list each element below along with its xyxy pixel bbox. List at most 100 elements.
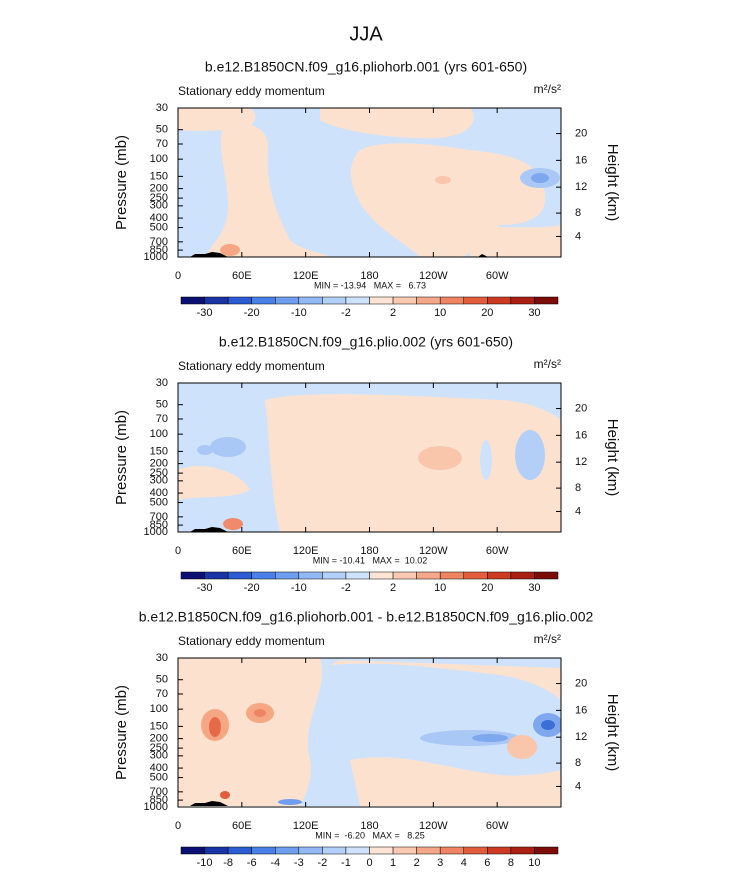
min-max: MIN = -6.20 MAX = 8.25	[315, 830, 425, 840]
y-tick-label: 100	[150, 153, 168, 165]
y-tick-label: 200	[150, 458, 168, 470]
x-tick-label: 60W	[486, 820, 509, 832]
colorbar-box	[369, 846, 394, 855]
y-tick-label: 400	[150, 762, 168, 774]
y-tick-label: 400	[150, 487, 168, 499]
colorbar-box	[180, 571, 205, 580]
y2-tick-label: 8	[575, 207, 581, 219]
colorbar-box	[251, 846, 276, 855]
colorbar-label: 20	[481, 582, 493, 594]
y-tick-label: 200	[150, 733, 168, 745]
y-tick-label: 1000	[144, 526, 168, 538]
x-tick-label: 120W	[419, 820, 448, 832]
y-tick-label: 500	[150, 771, 168, 783]
colorbar-box	[439, 846, 464, 855]
colorbar-box	[534, 571, 559, 580]
colorbar-label: -2	[317, 857, 327, 869]
x-tick-label: 120E	[293, 545, 319, 557]
colorbar-box	[204, 296, 229, 305]
x-tick-label: 60W	[486, 270, 509, 282]
colorbar-label: 4	[461, 857, 467, 869]
y2-tick-label: 4	[575, 230, 581, 242]
colorbar-label: -30	[197, 582, 213, 594]
colorbar-label: -3	[294, 857, 304, 869]
colorbar-box	[227, 296, 252, 305]
y2-tick-label: 4	[575, 780, 581, 792]
colorbar-label: 30	[528, 582, 540, 594]
colorbar-label: -8	[223, 857, 233, 869]
y-tick-label: 500	[150, 496, 168, 508]
colorbar-box	[298, 571, 323, 580]
colorbar-box	[369, 571, 394, 580]
panel-title: b.e12.B1850CN.f09_g16.plio.002 (yrs 601-…	[219, 334, 513, 350]
panel-title: b.e12.B1850CN.f09_g16.pliohorb.001 - b.e…	[139, 609, 594, 625]
y-tick-label: 700	[150, 236, 168, 248]
y2-tick-label: 4	[575, 505, 581, 517]
colorbar-box	[322, 571, 347, 580]
y-tick-label: 400	[150, 212, 168, 224]
y-tick-label: 850	[150, 794, 168, 806]
colorbar-box	[510, 846, 535, 855]
x-tick-label: 60E	[232, 820, 252, 832]
y2-tick-label: 8	[575, 482, 581, 494]
x-tick-label: 0	[175, 270, 181, 282]
colorbar-box	[392, 296, 417, 305]
colorbar-label: 1	[390, 857, 396, 869]
y-tick-label: 700	[150, 511, 168, 523]
colorbar-box	[510, 296, 535, 305]
y-tick-label: 700	[150, 786, 168, 798]
colorbar-box	[416, 846, 441, 855]
colorbar-box	[298, 296, 323, 305]
contour-field	[178, 108, 561, 257]
y-tick-label: 30	[156, 652, 168, 664]
colorbar-box	[369, 296, 394, 305]
colorbar-box	[180, 296, 205, 305]
y-tick-label: 250	[150, 742, 168, 754]
x-tick-label: 120W	[419, 545, 448, 557]
colorbar-label: 6	[484, 857, 490, 869]
x-tick-label: 60E	[232, 545, 252, 557]
y2-axis-label: Height (km)	[604, 694, 621, 772]
y2-axis-label: Height (km)	[604, 419, 621, 497]
colorbar-box	[180, 846, 205, 855]
x-tick-label: 180	[360, 545, 378, 557]
y-tick-label: 300	[150, 750, 168, 762]
colorbar-box	[487, 846, 512, 855]
colorbar-box	[298, 846, 323, 855]
x-tick-label: 180	[360, 270, 378, 282]
colorbar-box	[275, 846, 300, 855]
colorbar-label: 30	[528, 307, 540, 319]
colorbar-label: -6	[247, 857, 257, 869]
x-tick-label: 60W	[486, 545, 509, 557]
colorbar-box	[322, 296, 347, 305]
y-tick-label: 500	[150, 221, 168, 233]
colorbar-label: 10	[434, 582, 446, 594]
colorbar-label: 2	[414, 857, 420, 869]
x-tick-label: 120W	[419, 270, 448, 282]
contour-field	[178, 658, 561, 806]
y-tick-label: 150	[150, 720, 168, 732]
colorbar-label: 20	[481, 307, 493, 319]
colorbar-box	[439, 296, 464, 305]
y-tick-label: 850	[150, 519, 168, 531]
x-tick-label: 0	[175, 545, 181, 557]
colorbar-box	[392, 846, 417, 855]
y-tick-label: 30	[156, 377, 168, 389]
colorbar-label: 2	[390, 582, 396, 594]
y-tick-label: 50	[156, 399, 168, 411]
colorbar-box	[416, 296, 441, 305]
y-tick-label: 150	[150, 445, 168, 457]
x-tick-label: 180	[360, 820, 378, 832]
colorbar-box	[345, 296, 370, 305]
x-tick-label: 60E	[232, 270, 252, 282]
colorbar-box	[204, 571, 229, 580]
y-tick-label: 200	[150, 183, 168, 195]
x-tick-label: 0	[175, 820, 181, 832]
y2-tick-label: 16	[575, 429, 587, 441]
colorbar-label: 10	[434, 307, 446, 319]
colorbar-label: 2	[390, 307, 396, 319]
y-tick-label: 1000	[144, 801, 168, 813]
y-tick-label: 50	[156, 674, 168, 686]
colorbar-label: 10	[528, 857, 540, 869]
